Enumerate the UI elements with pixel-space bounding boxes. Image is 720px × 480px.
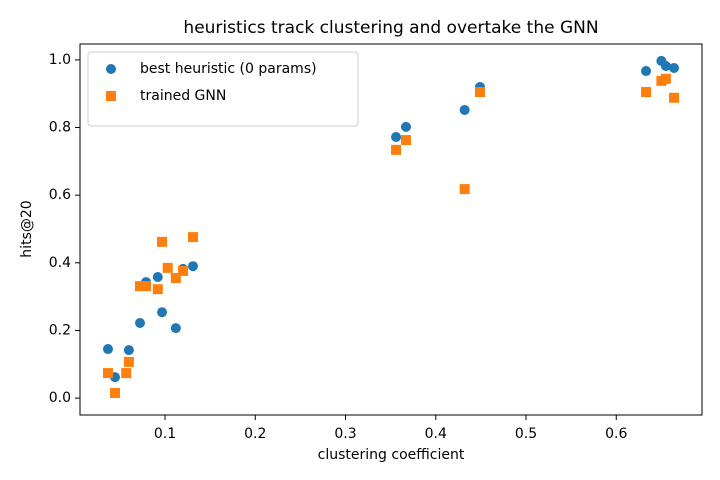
y-tick-label: 0.6: [49, 187, 71, 203]
point: [187, 232, 198, 243]
point: [123, 345, 134, 356]
chart-title: heuristics track clustering and overtake…: [183, 18, 598, 38]
point: [669, 63, 680, 74]
point: [170, 273, 181, 284]
point: [391, 132, 402, 143]
point: [121, 368, 132, 379]
point: [157, 307, 168, 318]
point: [391, 144, 402, 155]
legend-label: best heuristic (0 params): [140, 61, 317, 77]
point: [474, 87, 485, 98]
point: [459, 104, 470, 115]
x-axis-label: clustering coefficient: [318, 447, 465, 463]
plot-frame: [79, 43, 703, 416]
point: [660, 73, 671, 84]
point: [641, 66, 652, 77]
point: [178, 265, 189, 276]
y-axis-label: hits@20: [19, 200, 35, 257]
point: [162, 262, 173, 273]
point: [187, 261, 198, 272]
legend-marker: [106, 64, 116, 74]
x-tick-label: 0.4: [425, 426, 447, 442]
x-tick-label: 0.6: [605, 426, 627, 442]
point: [135, 318, 146, 329]
point: [459, 184, 470, 195]
legend-box: [87, 51, 359, 127]
legend-label: trained GNN: [140, 88, 226, 104]
x-tick-label: 0.3: [334, 426, 356, 442]
point: [669, 92, 680, 103]
point: [152, 272, 163, 283]
x-tick-label: 0.5: [515, 426, 537, 442]
y-tick-label: 0.8: [49, 120, 71, 136]
point: [123, 356, 134, 367]
point: [102, 344, 113, 355]
y-tick-label: 0.0: [49, 390, 71, 406]
point: [157, 236, 168, 247]
point: [170, 323, 181, 334]
point: [135, 281, 146, 292]
point: [110, 388, 121, 399]
point: [141, 281, 152, 292]
y-tick-label: 1.0: [49, 52, 71, 68]
y-tick-label: 0.4: [49, 255, 71, 271]
point: [641, 87, 652, 98]
point: [660, 60, 671, 71]
x-tick-label: 0.2: [244, 426, 266, 442]
y-tick-label: 0.2: [49, 322, 71, 338]
x-tick-label: 0.1: [154, 426, 176, 442]
point: [152, 284, 163, 295]
legend-marker: [106, 91, 116, 101]
point: [102, 368, 113, 379]
point: [400, 121, 411, 132]
point: [400, 135, 411, 146]
